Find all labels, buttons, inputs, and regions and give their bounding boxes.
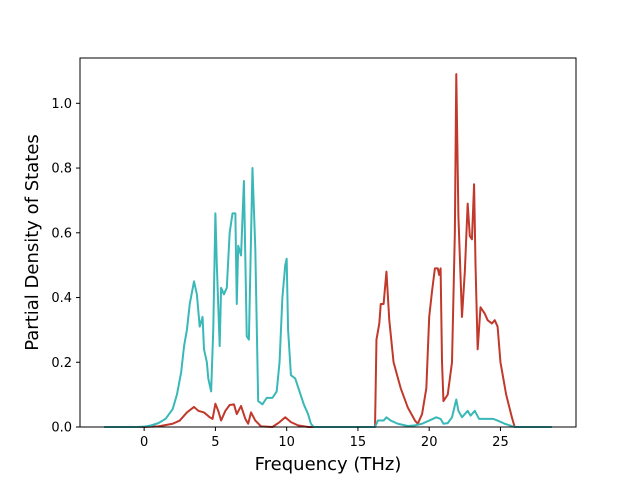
- plot-background: [80, 58, 576, 427]
- x-tick-label: 25: [492, 435, 509, 450]
- plot-frame: [79, 57, 577, 428]
- x-tick-label: 15: [350, 435, 367, 450]
- series-line-2: [104, 167, 552, 428]
- series-line-1: [104, 73, 552, 428]
- y-tick-label: 1.0: [51, 97, 72, 112]
- x-tick-label: 20: [421, 435, 438, 450]
- x-tick-label: 10: [278, 435, 295, 450]
- y-tick-label: 0.8: [51, 162, 72, 177]
- y-tick-label: 0.6: [51, 226, 72, 241]
- x-axis-label: Frequency (THz): [255, 454, 402, 475]
- y-tick-label: 0.4: [51, 291, 72, 306]
- x-tick-label: 5: [211, 435, 219, 450]
- series-layer: [104, 73, 552, 428]
- y-axis-label: Partial Density of States: [22, 134, 43, 351]
- x-tick-label: 0: [140, 435, 148, 450]
- y-axis-ticks: 0.0 0.2 0.4 0.6 0.8 1.0: [51, 97, 80, 436]
- y-tick-label: 0.2: [51, 356, 72, 371]
- x-axis-ticks: 0 5 10 15 20 25: [140, 427, 509, 450]
- y-tick-label: 0.0: [51, 421, 72, 436]
